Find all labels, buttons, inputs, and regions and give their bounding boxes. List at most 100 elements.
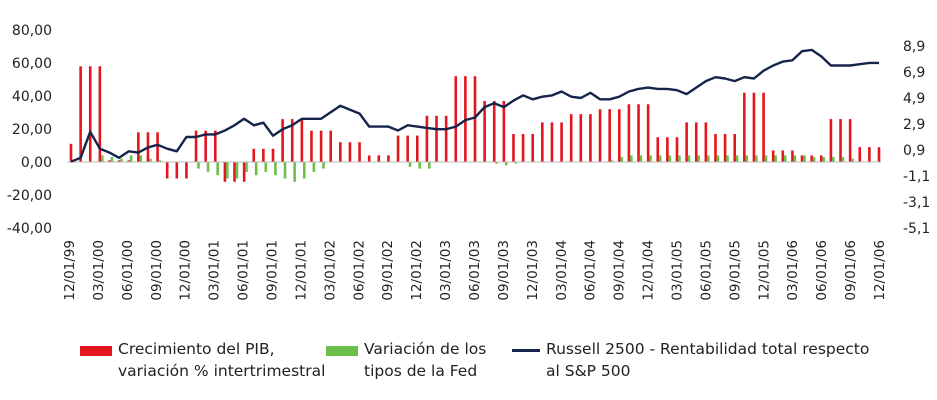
gdp-bar <box>675 137 679 162</box>
gdp-bar <box>714 133 717 162</box>
gdp-bar <box>839 119 842 162</box>
right-axis-tick-label: 0,9 <box>903 143 925 159</box>
gdp-bar <box>252 148 256 162</box>
x-axis-tick-label: 06/01/02 <box>351 240 367 301</box>
gdp-bar <box>492 100 496 162</box>
fed-bar <box>226 162 229 179</box>
fed-bar <box>312 162 316 172</box>
fed-bar <box>851 158 854 162</box>
fed-bar <box>812 157 816 162</box>
gdp-bar <box>762 92 765 162</box>
gdp-bar <box>281 119 284 162</box>
legend-label-russell-line1: Russell 2500 - Rentabilidad total respec… <box>546 340 870 358</box>
x-axis-tick-label: 06/01/01 <box>236 240 252 301</box>
gdp-bars-group <box>69 66 881 182</box>
fed-bar <box>100 155 104 162</box>
x-axis-tick-label: 03/01/04 <box>554 240 570 301</box>
fed-bar <box>716 155 720 162</box>
gdp-bar <box>165 162 169 179</box>
gdp-bar <box>646 104 650 162</box>
gdp-bar <box>425 115 429 162</box>
gdp-bar <box>377 155 381 162</box>
gdp-bar <box>213 130 217 162</box>
fed-bar <box>706 155 710 162</box>
fed-bar <box>764 155 768 162</box>
fed-bar <box>735 155 739 162</box>
x-axis-tick-label: 12/01/02 <box>409 240 425 301</box>
left-axis-tick-label: -40,00 <box>7 221 52 237</box>
x-axis-tick-label: 12/01/06 <box>872 240 888 301</box>
gdp-bar <box>319 130 323 162</box>
x-axis-tick-label: 12/01/00 <box>178 240 194 301</box>
legend-label-gdp: Crecimiento del PIB, variación % intertr… <box>118 338 325 382</box>
x-axis-tick-label: 03/01/06 <box>785 240 801 301</box>
gdp-bar <box>733 133 737 162</box>
x-axis-tick-label: 03/01/00 <box>91 240 107 301</box>
gdp-bar <box>358 142 361 162</box>
gdp-bar <box>502 100 506 162</box>
x-axis-tick-label: 12/01/01 <box>293 240 309 301</box>
gdp-bar <box>79 66 82 162</box>
gdp-bar <box>127 160 131 162</box>
gdp-bar <box>579 114 583 162</box>
fed-bar <box>803 155 806 162</box>
gdp-bar <box>694 122 698 162</box>
gdp-bar <box>262 148 265 162</box>
x-axis-tick-label: 06/01/05 <box>698 240 714 301</box>
right-axis-tick-label: 8,9 <box>903 39 925 55</box>
gdp-bar <box>541 122 544 162</box>
fed-bar <box>658 155 662 162</box>
gdp-bar <box>88 66 92 162</box>
legend-label-fed-line1: Variación de los <box>364 340 487 358</box>
x-axis-tick-label: 03/01/03 <box>438 240 454 301</box>
gdp-bar <box>117 160 121 162</box>
x-axis-tick-label: 03/01/01 <box>207 240 223 301</box>
gdp-bar <box>310 130 313 162</box>
gdp-bar <box>348 142 352 162</box>
gdp-bar <box>752 92 756 162</box>
gdp-bar <box>329 130 333 162</box>
fed-bar <box>418 162 421 169</box>
fed-bar <box>832 157 835 162</box>
gdp-bar <box>771 150 775 162</box>
gdp-bar <box>569 114 573 162</box>
gdp-bar <box>858 147 862 162</box>
gdp-bar <box>819 155 823 162</box>
gdp-bar <box>521 133 525 162</box>
gdp-bar <box>723 133 727 162</box>
fed-bar <box>793 155 797 162</box>
right-axis-tick-label: -3,1 <box>903 195 930 211</box>
x-axis-tick-label: 09/01/02 <box>380 240 396 301</box>
gdp-bar <box>598 109 602 162</box>
fed-bar <box>274 162 277 176</box>
gdp-bar <box>194 130 198 162</box>
gdp-bar <box>791 150 794 162</box>
gdp-bar <box>300 119 304 162</box>
x-axis-tick-label: 09/01/00 <box>149 240 165 301</box>
fed-bar <box>158 160 162 162</box>
fed-bar <box>649 155 652 162</box>
right-axis-tick-label: -1,1 <box>903 169 930 185</box>
gdp-bar <box>743 92 746 162</box>
gdp-bar <box>156 132 159 162</box>
chart: 80,00 60,00 40,00 20,00 0,00 -20,00 -40,00 8,9… <box>7 23 930 301</box>
gdp-bar <box>473 76 477 162</box>
fed-bar <box>678 155 681 162</box>
gdp-bar <box>810 155 813 162</box>
gdp-bar <box>233 162 236 182</box>
fed-bar <box>120 158 123 162</box>
fed-bars-group <box>100 155 854 182</box>
gdp-bar <box>617 109 621 162</box>
fed-bar <box>408 162 412 167</box>
gdp-bar <box>396 135 400 162</box>
x-axis-tick-label: 06/01/00 <box>120 240 136 301</box>
x-axis-tick-label: 12/01/04 <box>641 240 657 301</box>
legend-label-russell: Russell 2500 - Rentabilidad total respec… <box>546 338 869 382</box>
fed-bar <box>841 157 845 162</box>
gdp-bar <box>175 162 179 179</box>
gdp-bar <box>204 130 207 162</box>
gdp-bar <box>868 147 871 162</box>
gdp-bar <box>512 133 515 162</box>
gdp-bar <box>415 135 419 162</box>
gdp-bar <box>69 143 73 162</box>
